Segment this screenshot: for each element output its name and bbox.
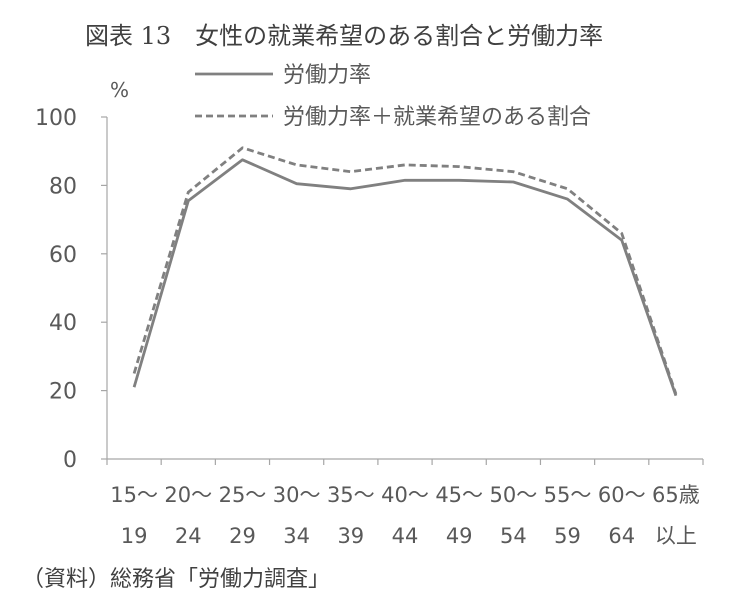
x-tick-label-line2: 19 bbox=[121, 524, 148, 548]
y-ticks: 0 20 40 60 80 100 bbox=[35, 106, 107, 473]
x-tick-label-line2: 29 bbox=[229, 524, 256, 548]
x-ticks: 15～ 19 20～ 24 25～ 29 30～ 34 35～ 39 40～ 44 45～ 49 50～ 54… bbox=[106, 459, 704, 548]
x-tick-label-line1: 55～ bbox=[544, 483, 592, 507]
x-tick-label-line2: 64 bbox=[608, 524, 635, 548]
x-tick-label-line2: 24 bbox=[175, 524, 202, 548]
x-tick-label-line1: 65歳 bbox=[652, 483, 700, 507]
y-tick-label: 40 bbox=[49, 311, 77, 336]
series-line-1 bbox=[132, 158, 678, 397]
y-tick-label: 60 bbox=[49, 243, 77, 268]
series-lines bbox=[132, 146, 678, 397]
y-axis-unit: % bbox=[110, 78, 129, 102]
axes bbox=[106, 117, 703, 460]
x-tick-label-line2: 59 bbox=[554, 524, 581, 548]
x-tick-label-line1: 50～ bbox=[489, 483, 537, 507]
x-tick-label-line2: 以上 bbox=[655, 524, 697, 548]
x-tick-label-line2: 54 bbox=[500, 524, 527, 548]
source-note: （資料）総務省「労働力調査」 bbox=[22, 567, 330, 592]
x-tick-label-line2: 34 bbox=[283, 524, 310, 548]
x-tick-label-line2: 44 bbox=[392, 524, 419, 548]
y-tick-label: 100 bbox=[35, 106, 77, 131]
x-tick-label-line1: 20～ bbox=[164, 483, 212, 507]
x-tick-label-line2: 49 bbox=[446, 524, 473, 548]
x-tick-label-line1: 45～ bbox=[435, 483, 483, 507]
x-tick-label-line1: 25～ bbox=[219, 483, 267, 507]
x-tick-label-line1: 60～ bbox=[598, 483, 646, 507]
legend-label-2: 労働力率＋就業希望のある割合 bbox=[283, 105, 591, 130]
x-tick-label-line2: 39 bbox=[337, 524, 364, 548]
x-tick-label-line1: 15～ bbox=[110, 483, 158, 507]
y-tick-label: 0 bbox=[63, 448, 77, 473]
series-line-2 bbox=[132, 146, 678, 395]
legend-label-1: 労働力率 bbox=[283, 63, 371, 88]
x-tick-label-line1: 35～ bbox=[327, 483, 375, 507]
y-tick-label: 20 bbox=[49, 380, 77, 405]
x-tick-label-line1: 40～ bbox=[381, 483, 429, 507]
x-tick-label-line1: 30～ bbox=[273, 483, 321, 507]
chart-title: 図表 13 女性の就業希望のある割合と労働力率 bbox=[85, 22, 603, 50]
y-tick-label: 80 bbox=[49, 174, 77, 199]
